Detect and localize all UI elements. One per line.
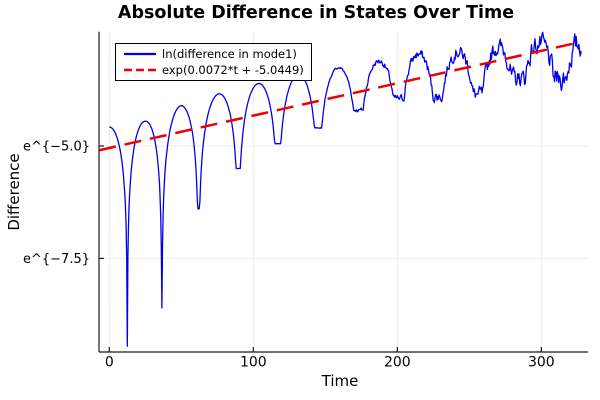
legend-label-fit: exp(0.0072*t + -5.0449) [162, 62, 304, 77]
x-tick-label: 200 [384, 355, 411, 371]
fit-line-red [98, 41, 580, 152]
y-axis-label: Difference [5, 153, 23, 231]
y-tick-label: e^{−7.5} [23, 252, 90, 267]
x-axis-label: Time [321, 372, 359, 390]
legend-label-series: ln(difference in mode1) [162, 46, 297, 61]
red-dashed-swatch [124, 68, 156, 71]
x-tick-label: 0 [105, 355, 114, 371]
legend: ln(difference in mode1) exp(0.0072*t + -… [115, 43, 312, 81]
legend-item-fit: exp(0.0072*t + -5.0449) [123, 62, 304, 77]
y-tick-label: e^{−5.0} [23, 139, 90, 154]
data-line-blue [108, 31, 582, 347]
chart-title: Absolute Difference in States Over Time [117, 3, 515, 23]
legend-item-series: ln(difference in mode1) [123, 46, 304, 61]
blue-line-swatch [124, 52, 156, 55]
x-tick-label: 300 [528, 355, 555, 371]
x-tick-label: 100 [240, 355, 267, 371]
